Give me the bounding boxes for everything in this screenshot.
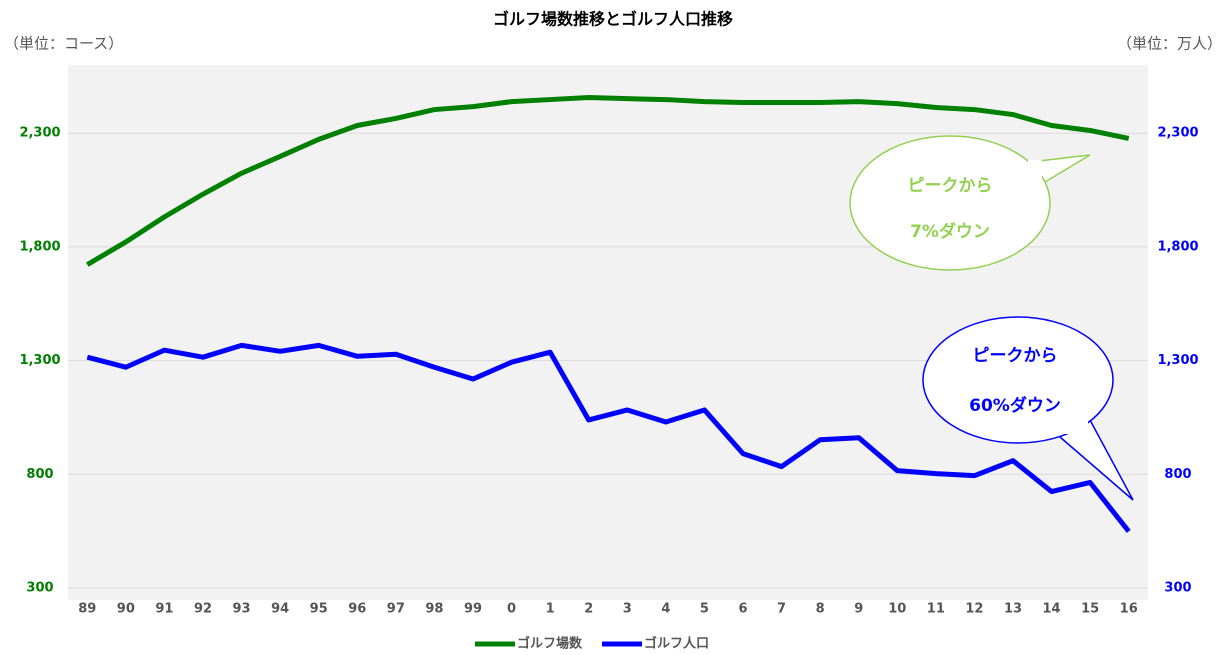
y2-tick-label: 800 bbox=[1164, 467, 1191, 482]
x-tick-label: 6 bbox=[738, 602, 747, 617]
x-tick-label: 97 bbox=[387, 602, 405, 617]
legend-label: ゴルフ場数 bbox=[517, 636, 583, 652]
x-tick-label: 1 bbox=[546, 602, 555, 617]
x-tick-label: 99 bbox=[464, 602, 482, 617]
y2-tick-label: 1,800 bbox=[1157, 239, 1198, 254]
y2-tick-label: 300 bbox=[1164, 581, 1191, 596]
legend-label: ゴルフ人口 bbox=[644, 636, 709, 652]
x-tick-label: 8 bbox=[816, 602, 825, 617]
y2-tick-label: 1,300 bbox=[1157, 353, 1198, 368]
x-tick-label: 11 bbox=[927, 602, 945, 617]
x-tick-label: 98 bbox=[425, 602, 443, 617]
x-tick-label: 14 bbox=[1043, 602, 1061, 617]
y2-tick-label: 2,300 bbox=[1157, 126, 1198, 141]
callout-bubble bbox=[849, 135, 1051, 271]
y-unit-label: （単位：コース） bbox=[4, 35, 123, 53]
callout-join bbox=[1028, 160, 1042, 186]
x-tick-label: 91 bbox=[155, 602, 173, 617]
x-tick-label: 93 bbox=[233, 602, 251, 617]
x-tick-label: 5 bbox=[700, 602, 709, 617]
series-line bbox=[86, 95, 1130, 267]
callout-text: ピークから bbox=[973, 346, 1058, 366]
x-tick-label: 13 bbox=[1004, 602, 1022, 617]
y2-unit-label: （単位：万人） bbox=[1117, 35, 1222, 53]
x-tick-label: 92 bbox=[194, 602, 212, 617]
x-tick-label: 95 bbox=[310, 602, 328, 617]
x-tick-label: 94 bbox=[271, 602, 289, 617]
callout-text: ピークから bbox=[908, 176, 993, 196]
y-tick-label: 300 bbox=[26, 581, 53, 596]
x-tick-label: 10 bbox=[888, 602, 906, 617]
x-tick-label: 9 bbox=[854, 602, 863, 617]
x-tick-label: 12 bbox=[965, 602, 983, 617]
x-tick-label: 0 bbox=[507, 602, 516, 617]
x-tick-label: 90 bbox=[117, 602, 135, 617]
x-tick-label: 7 bbox=[777, 602, 786, 617]
callout-text: 60%ダウン bbox=[969, 395, 1061, 416]
callout-blue bbox=[922, 316, 1134, 501]
callout-text: 7%ダウン bbox=[910, 221, 990, 242]
x-tick-label: 4 bbox=[661, 602, 670, 617]
series bbox=[86, 342, 1131, 533]
series bbox=[86, 95, 1130, 267]
callout-tail bbox=[1059, 419, 1134, 501]
y-tick-label: 800 bbox=[26, 467, 53, 482]
x-tick-label: 89 bbox=[78, 602, 96, 617]
series-line bbox=[86, 342, 1131, 533]
callout-tail bbox=[1029, 154, 1091, 186]
callout-join bbox=[1062, 420, 1088, 434]
x-tick-label: 16 bbox=[1120, 602, 1138, 617]
x-tick-label: 3 bbox=[623, 602, 632, 617]
chart-title: ゴルフ場数推移とゴルフ人口推移 bbox=[493, 10, 733, 29]
callout-green bbox=[849, 135, 1091, 271]
y-tick-label: 2,300 bbox=[19, 126, 60, 141]
x-tick-label: 15 bbox=[1081, 602, 1099, 617]
y-tick-label: 1,800 bbox=[19, 239, 60, 254]
x-tick-label: 2 bbox=[584, 602, 593, 617]
x-tick-label: 96 bbox=[348, 602, 366, 617]
callout-bubble bbox=[922, 316, 1114, 444]
y-tick-label: 1,300 bbox=[19, 353, 60, 368]
